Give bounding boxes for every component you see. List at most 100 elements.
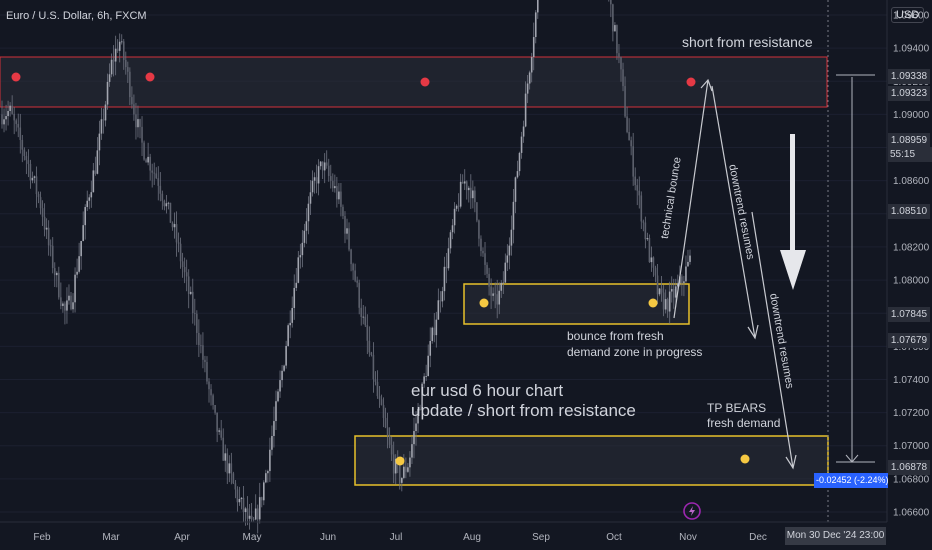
candle-body bbox=[263, 482, 265, 501]
candle-body bbox=[194, 313, 196, 314]
candle-body bbox=[652, 257, 655, 268]
candle-body bbox=[5, 116, 7, 120]
crosshair-date-readout: Mon 30 Dec '24 23:00 bbox=[785, 527, 886, 545]
candle-body bbox=[179, 243, 182, 262]
big-down-arrow-head bbox=[780, 250, 806, 290]
candle-body bbox=[467, 187, 470, 191]
price-tag-4: 1.08510 bbox=[888, 204, 930, 219]
candle-body bbox=[689, 255, 691, 262]
candle-body bbox=[279, 380, 281, 392]
candle-body bbox=[151, 170, 153, 173]
technical-bounce-arrow bbox=[673, 79, 709, 319]
demand-dot bbox=[648, 298, 658, 308]
candle-body bbox=[334, 186, 336, 189]
candle-body bbox=[33, 176, 36, 178]
candle-body bbox=[155, 173, 158, 179]
candle-body bbox=[504, 262, 507, 283]
downtrend-arrow-2-head bbox=[785, 454, 797, 470]
short-from-resistance-label: short from resistance bbox=[682, 34, 813, 50]
candle-body bbox=[269, 449, 271, 472]
candle-body bbox=[622, 69, 624, 87]
candle-body bbox=[451, 225, 454, 233]
candle-body bbox=[472, 190, 474, 199]
candle-body bbox=[224, 453, 227, 461]
candle-body bbox=[285, 345, 287, 366]
candle-body bbox=[683, 281, 685, 284]
candle-body bbox=[492, 293, 494, 296]
candle-body bbox=[618, 53, 620, 57]
candle-body bbox=[110, 59, 113, 75]
candle-body bbox=[644, 222, 647, 240]
candle-body bbox=[524, 93, 527, 127]
candle-body bbox=[632, 146, 634, 177]
price-tick-label: 1.09000 bbox=[893, 110, 930, 121]
candle-body bbox=[70, 295, 72, 310]
candle-body bbox=[530, 57, 533, 73]
candle-body bbox=[228, 463, 231, 474]
candle-body bbox=[325, 162, 328, 166]
candle-body bbox=[60, 297, 62, 306]
candle-body bbox=[19, 127, 22, 140]
candle-body bbox=[39, 197, 42, 209]
candle-body bbox=[222, 437, 225, 461]
candle-body bbox=[394, 458, 397, 474]
candle-body bbox=[307, 203, 310, 222]
lightning-icon-ring bbox=[683, 502, 701, 520]
candle-body bbox=[313, 177, 316, 181]
candle-body bbox=[445, 266, 448, 269]
candle-body bbox=[159, 185, 162, 194]
candle-body bbox=[230, 463, 233, 474]
candle-body bbox=[287, 325, 289, 346]
candle-body bbox=[273, 421, 275, 436]
candle-body bbox=[390, 444, 393, 455]
candle-body bbox=[327, 165, 330, 177]
candle-body bbox=[66, 300, 68, 311]
candle-body bbox=[315, 177, 318, 184]
measure-arrowhead bbox=[845, 454, 859, 463]
candle-body bbox=[49, 245, 52, 247]
candle-body bbox=[29, 163, 32, 181]
candle-body bbox=[72, 302, 74, 310]
currency-label[interactable]: USD bbox=[891, 7, 925, 23]
candle-body bbox=[500, 282, 503, 291]
candle-body bbox=[139, 119, 141, 127]
candle-body bbox=[80, 240, 82, 257]
candle-body bbox=[226, 453, 229, 474]
candle-body bbox=[681, 276, 683, 284]
candle-body bbox=[21, 139, 24, 150]
candle-body bbox=[372, 354, 375, 380]
candle-body bbox=[431, 327, 434, 341]
time-tick-label: May bbox=[243, 532, 262, 543]
candle-body bbox=[187, 276, 190, 294]
candle-body bbox=[474, 190, 476, 203]
candle-body bbox=[437, 300, 440, 320]
candle-body bbox=[512, 201, 515, 230]
price-tick-label: 1.08200 bbox=[893, 242, 930, 253]
candle-body bbox=[612, 4, 614, 32]
candle-body bbox=[506, 255, 509, 263]
price-tag-1: 1.09338 bbox=[888, 69, 930, 84]
measure-tool[interactable] bbox=[836, 74, 875, 463]
candle-body bbox=[64, 303, 66, 311]
time-tick-label: Dec bbox=[749, 532, 767, 543]
candle-body bbox=[252, 519, 255, 521]
candle-body bbox=[677, 283, 679, 287]
candle-body bbox=[301, 242, 304, 256]
candle-body bbox=[183, 267, 186, 273]
candle-body bbox=[516, 171, 519, 178]
price-tick-label: 1.06800 bbox=[893, 474, 930, 485]
candle-body bbox=[234, 483, 237, 490]
candle-body bbox=[419, 409, 421, 411]
candle-body bbox=[311, 180, 314, 193]
candle-body bbox=[84, 207, 87, 226]
lightning-icon[interactable] bbox=[683, 502, 701, 520]
candle-body bbox=[149, 156, 151, 171]
candle-body bbox=[236, 489, 239, 503]
candle-body bbox=[161, 193, 164, 201]
price-tag-5: 1.07845 bbox=[888, 307, 930, 322]
candle-body bbox=[317, 166, 320, 184]
candle-body bbox=[626, 116, 628, 132]
candle-body bbox=[628, 131, 630, 141]
candle-body bbox=[295, 282, 298, 288]
